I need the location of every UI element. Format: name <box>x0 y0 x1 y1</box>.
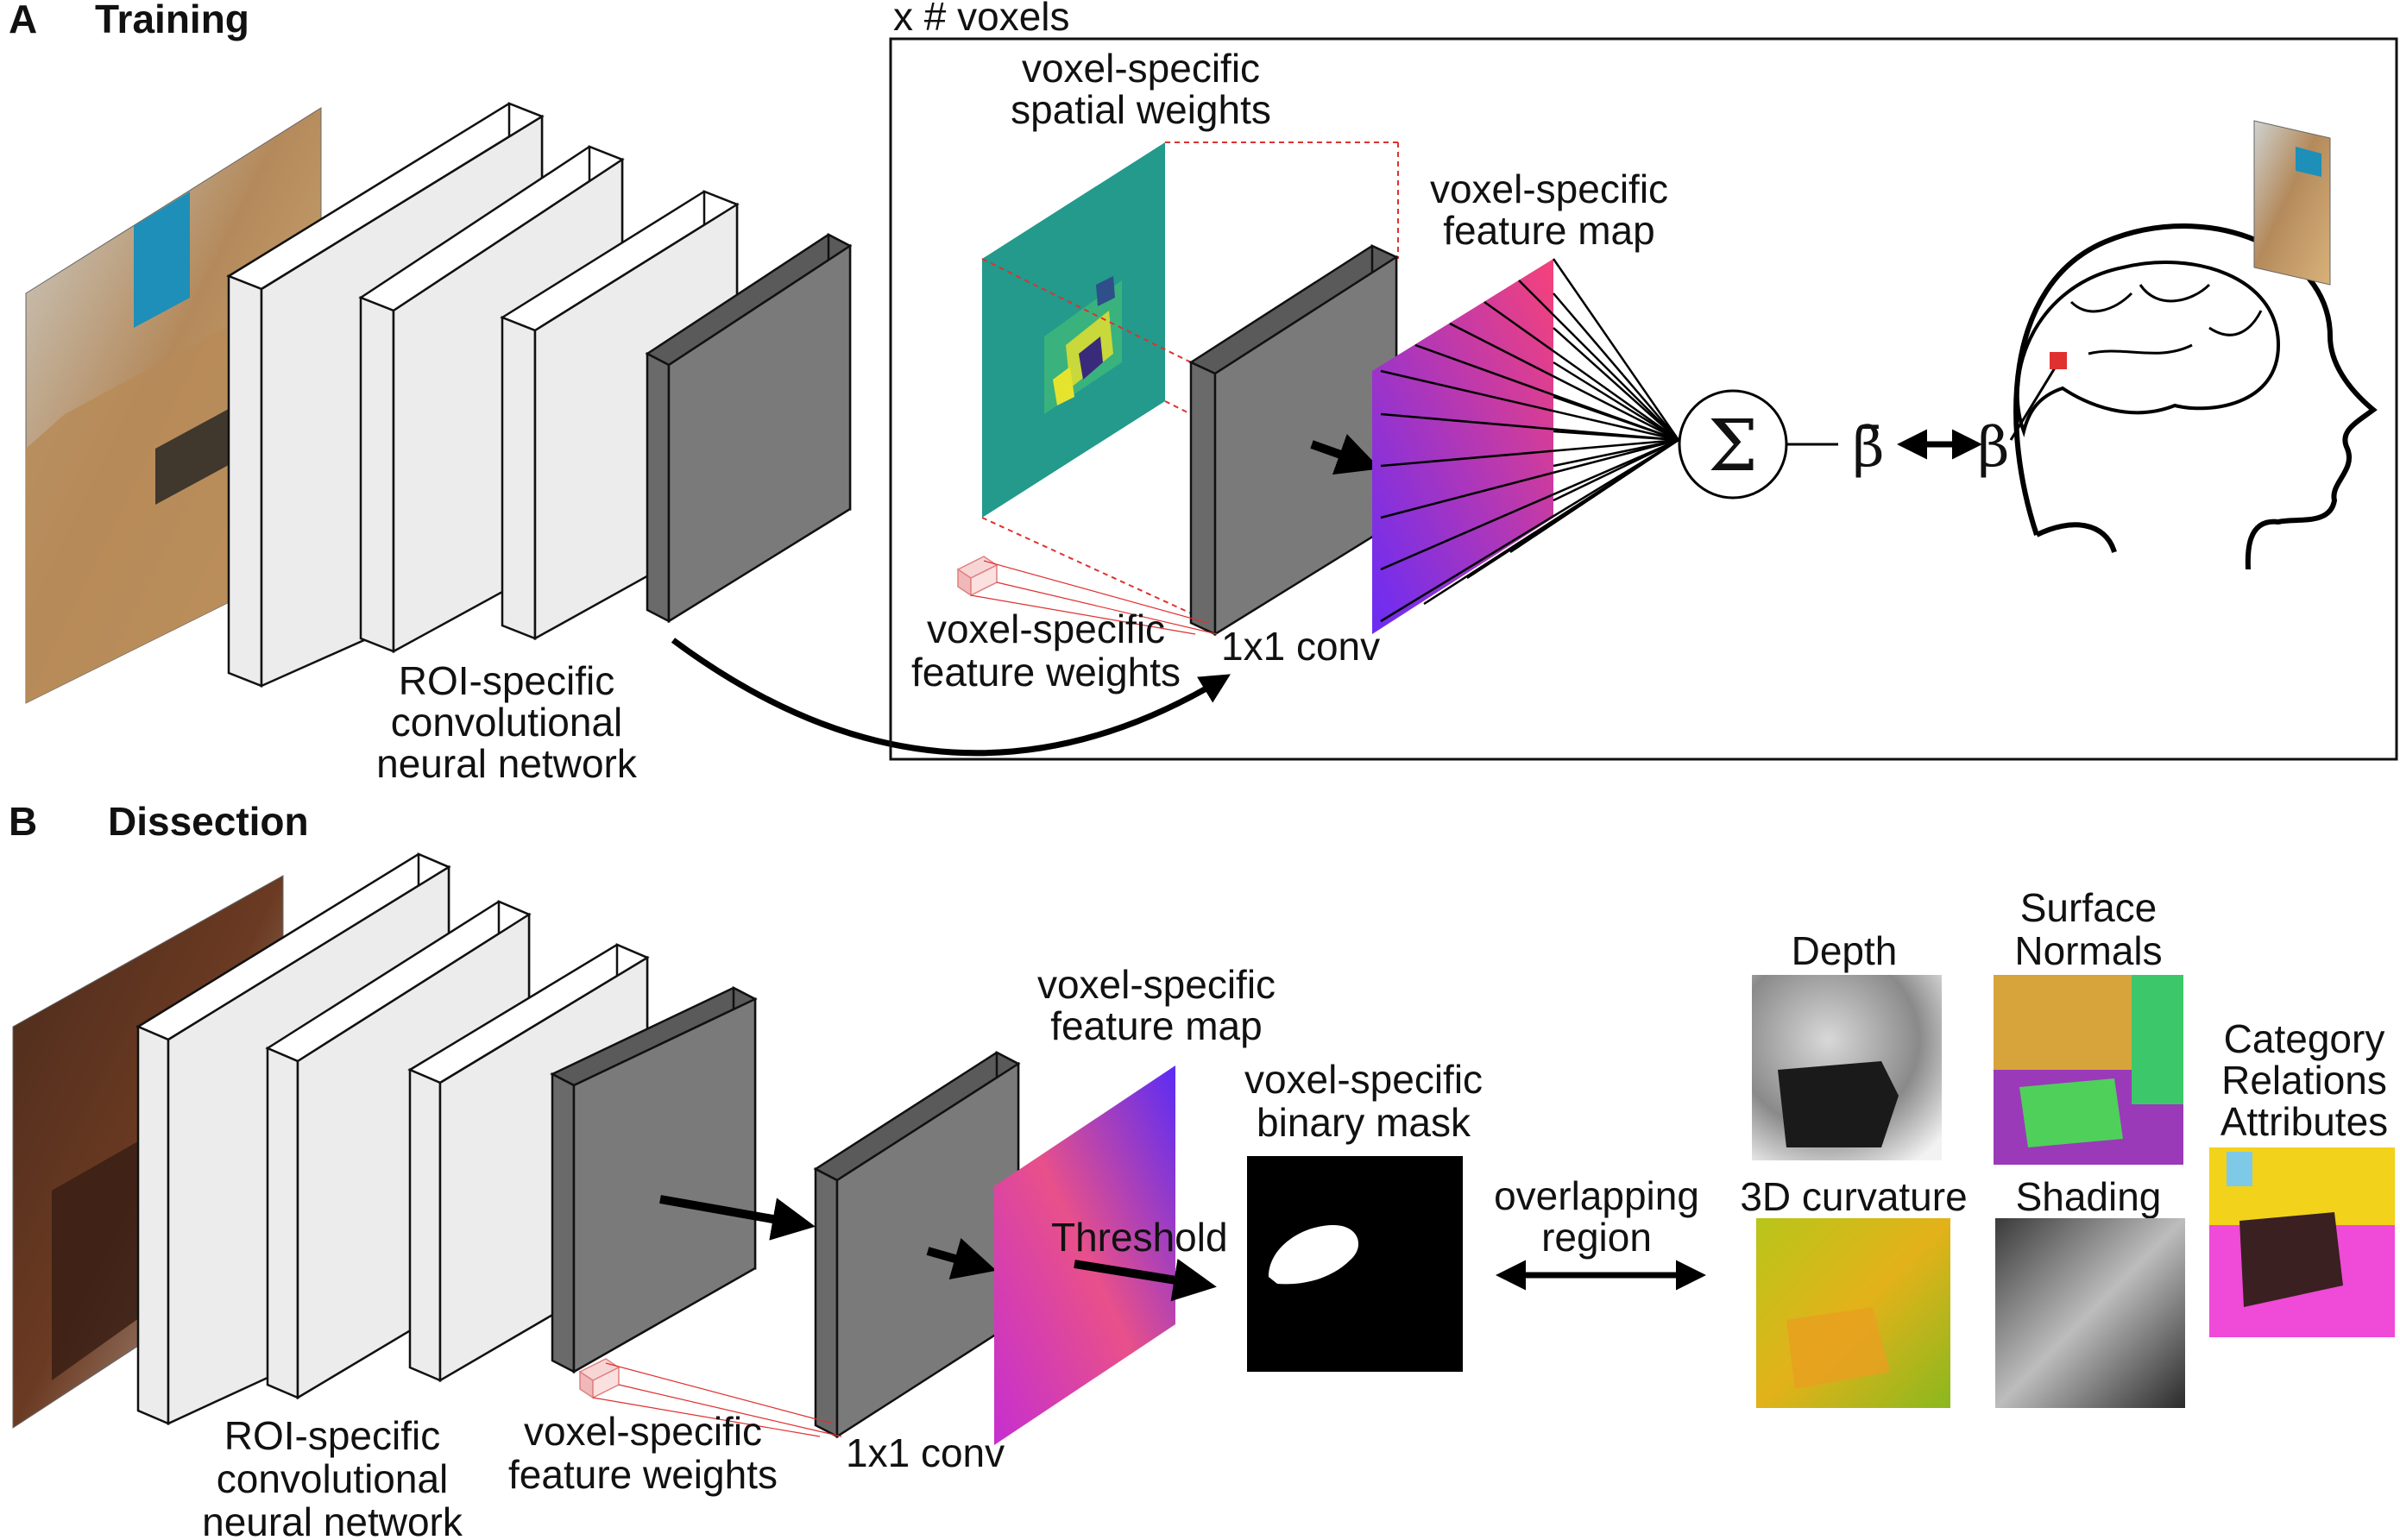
shading-map <box>1995 1218 2185 1408</box>
roi-highlight <box>2050 352 2067 369</box>
cnn-label-b-line2: convolutional <box>217 1456 449 1501</box>
repeat-label: x # voxels <box>893 0 1070 39</box>
arrow-to-layer-b <box>659 1195 816 1241</box>
layer-b5-dark <box>813 1050 1021 1439</box>
feature-weights-label-b-line1: voxel-specific <box>524 1409 762 1454</box>
cnn-layer-b4-dark <box>550 985 758 1374</box>
brain-head-icon <box>2009 223 2378 570</box>
cnn-layer-a4-dark <box>645 232 853 624</box>
panel-a-letter: A <box>9 0 37 41</box>
feature-map-label-a-line1: voxel-specific <box>1430 167 1668 211</box>
feature-weights-cube-a <box>956 556 1218 635</box>
beta: β <box>1978 416 2010 480</box>
cnn-label-a-line3: neural network <box>376 741 638 786</box>
binary-mask-region <box>1269 1225 1359 1285</box>
segmentation-label-line3: Attributes <box>2220 1099 2388 1144</box>
cnn-label-a-line2: convolutional <box>391 700 623 745</box>
segmentation-label-line1: Category <box>2224 1016 2385 1061</box>
segmentation-map-object <box>2239 1212 2343 1307</box>
panel-a-title: Training <box>95 0 249 41</box>
panel-b-letter: B <box>9 799 37 844</box>
spatial-weights-label-line1: voxel-specific <box>1022 46 1260 91</box>
spatial-weights-label-line2: spatial weights <box>1011 87 1271 132</box>
normals-label-line2: Normals <box>2014 928 2162 973</box>
sum-symbol: Σ <box>1708 405 1758 487</box>
stimulus-thumbnail <box>2253 120 2331 286</box>
normals-map-right <box>2132 975 2183 1104</box>
voxel-repeat-box <box>889 37 2398 761</box>
shading-label: Shading <box>2016 1174 2162 1219</box>
curved-arrow-a <box>671 638 1231 757</box>
feature-map-label-b-line2: feature map <box>1050 1003 1262 1048</box>
feature-map-b <box>994 1065 1175 1445</box>
feature-weights-label-a-line1: voxel-specific <box>927 607 1165 651</box>
threshold-arrow <box>1074 1258 1217 1302</box>
fan-lines <box>1380 258 1680 623</box>
threshold-label: Threshold <box>1051 1215 1228 1260</box>
feature-map-label-b-line1: voxel-specific <box>1037 962 1276 1007</box>
overlap-label-line1: overlapping <box>1494 1173 1699 1218</box>
feature-weights-label-b-line2: feature weights <box>508 1452 778 1497</box>
cnn-label-b-line3: neural network <box>202 1499 463 1540</box>
layer-in-box-dark <box>1188 244 1399 637</box>
feature-weights-label-a-line2: feature weights <box>911 650 1181 695</box>
conv-label-b: 1x1 conv <box>846 1430 1005 1475</box>
segmentation-map-patch <box>2227 1152 2252 1186</box>
curvature-label: 3D curvature <box>1740 1174 1967 1219</box>
normals-map-object <box>2019 1078 2123 1147</box>
binary-mask-label-line2: binary mask <box>1257 1100 1471 1145</box>
panel-b-title: Dissection <box>108 799 309 844</box>
arrow-to-feature-map-a <box>1310 434 1381 475</box>
curvature-map-object <box>1786 1307 1890 1389</box>
binary-mask-label-line1: voxel-specific <box>1244 1057 1483 1102</box>
normals-label-line1: Surface <box>2020 885 2157 930</box>
arrow-to-feature-map-b <box>926 1237 997 1280</box>
feature-map-label-a-line2: feature map <box>1443 208 1654 253</box>
spatial-weights-map <box>982 142 1165 518</box>
overlap-label-line2: region <box>1541 1215 1652 1260</box>
beta-hat: β̄ <box>1853 416 1885 480</box>
depth-label: Depth <box>1792 928 1898 973</box>
cnn-label-a-line1: ROI-specific <box>399 658 614 703</box>
feature-weights-cube-b <box>578 1358 842 1437</box>
depth-map-object <box>1778 1061 1899 1147</box>
segmentation-label-line2: Relations <box>2221 1058 2387 1103</box>
conv-label-a: 1x1 conv <box>1221 624 1380 669</box>
cnn-label-b-line1: ROI-specific <box>224 1413 440 1458</box>
